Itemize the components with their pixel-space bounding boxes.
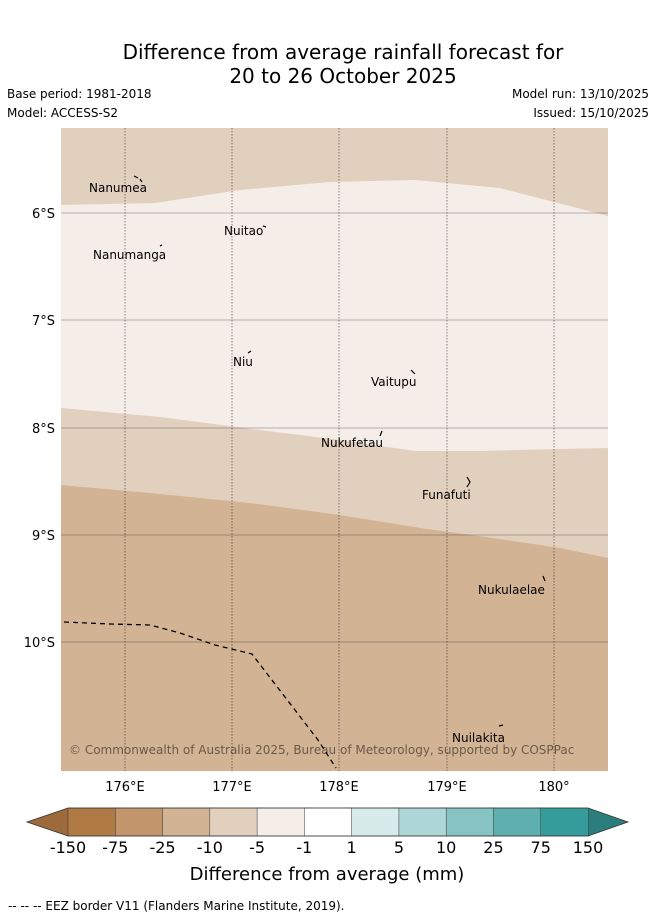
colorbar-tick-label: -25 [149,838,175,857]
colorbar-segment [540,807,589,837]
colorbar-segment [256,807,306,837]
colorbar-extend-high [588,808,628,836]
lon-label-178e: 178°E [319,780,359,795]
eez-border [63,621,337,769]
colorbar-segment [304,807,353,837]
place-nanumea: Nanumea [89,181,147,195]
island-niu [247,350,252,354]
colorbar-tick-label: -150 [50,838,86,857]
colorbar-tick-label: -5 [249,838,265,857]
lat-label-6s: 6°S [32,207,55,222]
island-nanumanga [159,244,163,247]
island-nukufetau [379,430,383,437]
colorbar-tick-label: 1 [347,838,357,857]
colorbar-segment [162,807,211,837]
issued-date: Issued: 15/10/2025 [533,106,649,120]
colorbar-tick-label: -75 [102,838,128,857]
island-funafuti [466,476,471,488]
lon-label-179e: 179°E [427,780,467,795]
place-nuilakita: Nuilakita [452,731,505,745]
place-niu: Niu [233,355,253,369]
island-nanumea [133,175,143,183]
colorbar-ticks: -150 -75 -25 -10 -5 -1 1 5 10 25 75 150 [50,838,603,857]
lat-label-9s: 9°S [32,529,55,544]
title-line-1: Difference from average rainfall forecas… [122,40,564,64]
place-vaitupu: Vaitupu [371,375,417,389]
map-frame: Nanumea Nuitao Nanumanga Niu Vaitupu Nuk… [61,128,608,771]
copyright-note: © Commonwealth of Australia 2025, Bureau… [69,743,574,757]
base-period: Base period: 1981-2018 [7,87,152,101]
colorbar-segment [209,807,258,837]
place-funafuti: Funafuti [422,488,471,502]
colorbar-tick-label: -10 [197,838,223,857]
lon-label-176e: 176°E [105,780,145,795]
lat-label-7s: 7°S [32,314,55,329]
zone-dry-mid [61,485,608,771]
island-nukulaelae [542,575,546,582]
colorbar-segment [398,807,447,837]
meridians [124,128,555,771]
colorbar-segment [493,807,542,837]
model-run: Model run: 13/10/2025 [511,87,649,101]
colorbar-segment [351,807,400,837]
colorbar-segment [115,807,164,837]
place-nukulaelae: Nukulaelae [478,583,545,597]
colorbar-tick-label: 75 [531,838,551,857]
colorbar-tick-label: 25 [483,838,503,857]
colorbar: -150 -75 -25 -10 -5 -1 1 5 10 25 75 150 Difference … [25,807,630,885]
lat-label-8s: 8°S [32,422,55,437]
map-title: Difference from average rainfall forecas… [0,40,655,88]
zone-near-average [61,180,608,451]
colorbar-tick-label: 10 [436,838,456,857]
colorbar-segment [445,807,495,837]
colorbar-tick-label: 150 [573,838,604,857]
eez-legend-note: -- -- -- EEZ border V11 (Flanders Marine… [8,899,345,913]
lon-label-177e: 177°E [212,780,252,795]
model-name: Model: ACCESS-S2 [7,106,119,120]
title-line-2: 20 to 26 October 2025 [229,64,457,88]
colorbar-tick-label: 5 [394,838,404,857]
colorbar-title: Difference from average (mm) [190,864,465,885]
islands [133,175,546,727]
longitude-labels: 176°E 177°E 178°E 179°E 180° [105,780,569,795]
place-nukufetau: Nukufetau [321,436,383,450]
graticule [61,212,608,643]
lat-label-10s: 10°S [24,636,55,651]
colorbar-outline [25,807,630,837]
island-vaitupu [410,369,416,375]
place-nuitao: Nuitao [224,224,263,238]
place-nanumanga: Nanumanga [93,248,166,262]
latitude-labels: 6°S 7°S 8°S 9°S 10°S [24,207,55,651]
lon-label-180: 180° [538,780,569,795]
colorbar-segment [67,807,117,837]
colorbar-tick-label: -1 [296,838,312,857]
island-nuilakita [498,724,504,727]
colorbar-extend-low [27,808,68,836]
colorbar-segments [67,807,589,837]
island-nuitao [262,225,267,228]
